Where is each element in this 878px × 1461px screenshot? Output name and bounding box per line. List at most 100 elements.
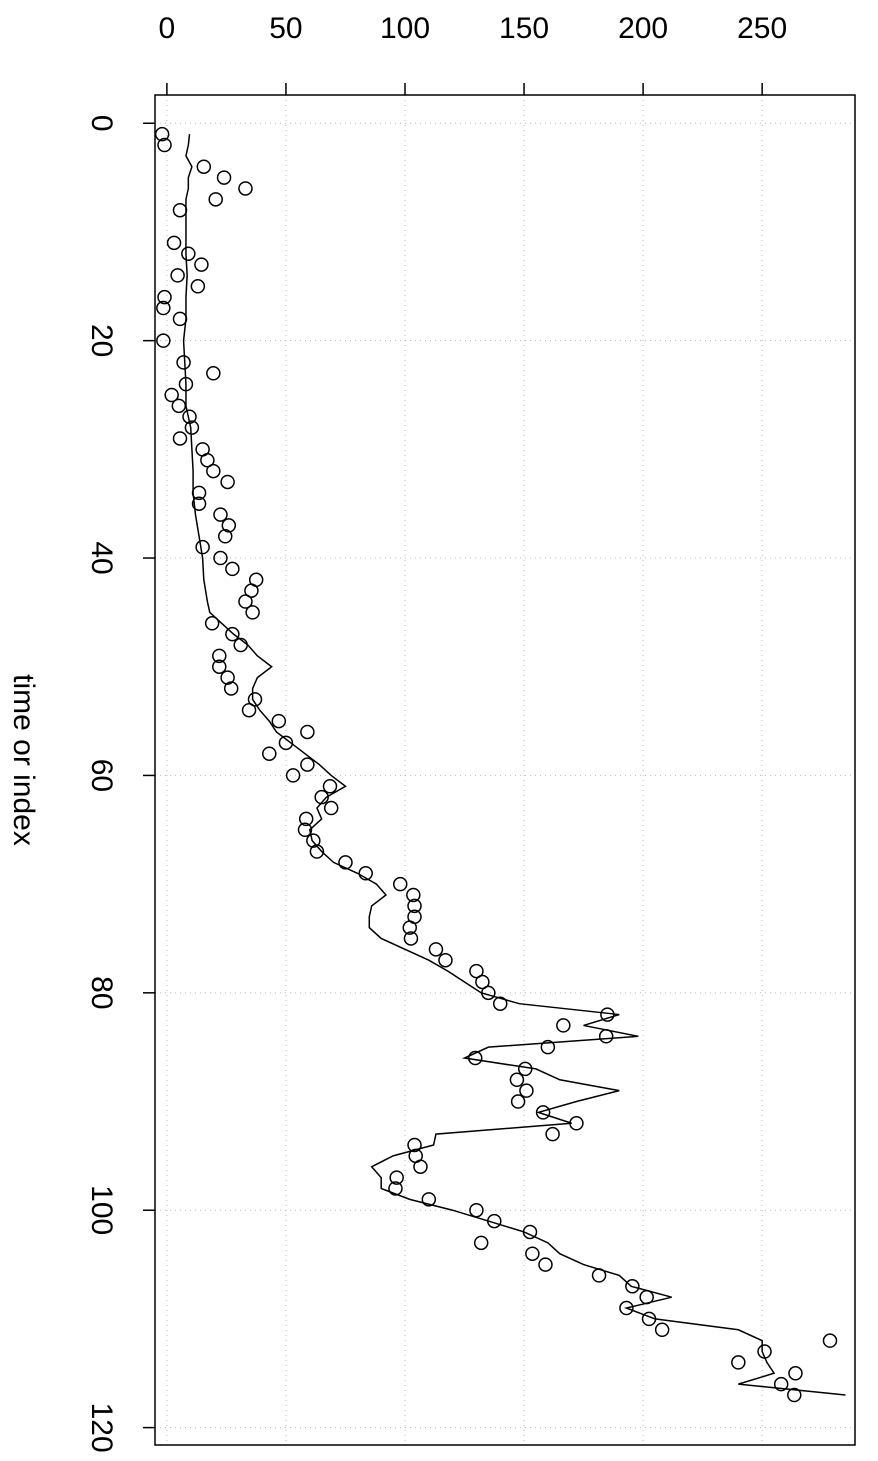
point [225, 561, 240, 577]
point [787, 1387, 802, 1403]
value-tick-label: 0 [159, 12, 176, 45]
index-tick-label: 80 [85, 976, 118, 1009]
point [154, 126, 170, 142]
point [556, 1018, 571, 1033]
point [212, 648, 227, 664]
point [196, 159, 212, 174]
point [475, 974, 490, 990]
point [388, 1181, 403, 1196]
point [171, 398, 187, 414]
point [773, 1376, 789, 1392]
point [300, 757, 315, 772]
point [213, 507, 228, 522]
value-tick-label: 100 [380, 12, 430, 45]
point [238, 181, 253, 196]
point [389, 1170, 404, 1185]
index-tick-label: 20 [85, 324, 118, 357]
point [190, 279, 206, 294]
value-tick-label: 200 [618, 12, 668, 45]
point [300, 724, 315, 740]
point [654, 1322, 670, 1338]
index-tick-label: 40 [85, 541, 118, 574]
index-tick-label: 120 [85, 1403, 118, 1453]
index-tick-label: 0 [85, 115, 118, 132]
point [403, 931, 419, 946]
point [509, 1072, 525, 1088]
point [172, 431, 188, 446]
point [569, 1116, 584, 1131]
point [164, 387, 179, 403]
value-tick-label: 50 [269, 12, 302, 45]
point [421, 1192, 437, 1207]
point [156, 300, 171, 316]
value-tick-label: 250 [737, 12, 787, 45]
point [407, 898, 422, 914]
point [245, 605, 260, 620]
point [598, 1029, 614, 1044]
plot-frame [154, 94, 856, 1446]
point [492, 996, 508, 1011]
point [285, 768, 301, 783]
point [216, 170, 232, 185]
point [184, 420, 200, 435]
point [428, 942, 444, 957]
point [402, 920, 418, 935]
point [540, 1039, 556, 1055]
point [262, 746, 277, 761]
point [166, 235, 182, 251]
index-tick-label: 100 [85, 1185, 118, 1235]
point [157, 137, 172, 153]
point [181, 246, 196, 261]
point [406, 887, 421, 903]
point [191, 496, 207, 511]
point [217, 529, 233, 544]
point [297, 822, 313, 838]
point [200, 452, 215, 468]
point [322, 779, 338, 794]
point [358, 866, 373, 881]
point [221, 518, 237, 533]
point [220, 474, 235, 490]
point [204, 616, 220, 631]
point [223, 681, 239, 696]
point [212, 659, 227, 674]
point [213, 550, 228, 566]
point [172, 311, 188, 327]
index-tick-label: 60 [85, 759, 118, 792]
point [225, 626, 240, 642]
point [247, 692, 263, 707]
point [413, 1159, 428, 1174]
point [170, 268, 185, 283]
point [238, 594, 253, 609]
point [517, 1061, 533, 1077]
point [323, 800, 339, 816]
point [469, 963, 484, 979]
point [822, 1333, 838, 1348]
point [172, 202, 188, 218]
value-tick-label: 150 [499, 12, 549, 45]
point [519, 1083, 534, 1098]
point [176, 355, 191, 370]
point [619, 1300, 634, 1316]
point [473, 1235, 489, 1251]
point [298, 811, 314, 827]
point [157, 289, 172, 305]
point [278, 735, 294, 751]
point [510, 1094, 526, 1109]
point [206, 366, 221, 381]
line [182, 134, 846, 1396]
point [525, 1246, 540, 1261]
point [338, 855, 353, 870]
point [220, 670, 235, 685]
point [788, 1366, 803, 1381]
point [538, 1257, 553, 1272]
point [241, 702, 257, 718]
point [195, 539, 210, 555]
point [392, 876, 408, 892]
point [731, 1355, 746, 1370]
point [306, 833, 321, 848]
point [438, 952, 453, 968]
point [194, 257, 209, 272]
point [545, 1126, 560, 1142]
